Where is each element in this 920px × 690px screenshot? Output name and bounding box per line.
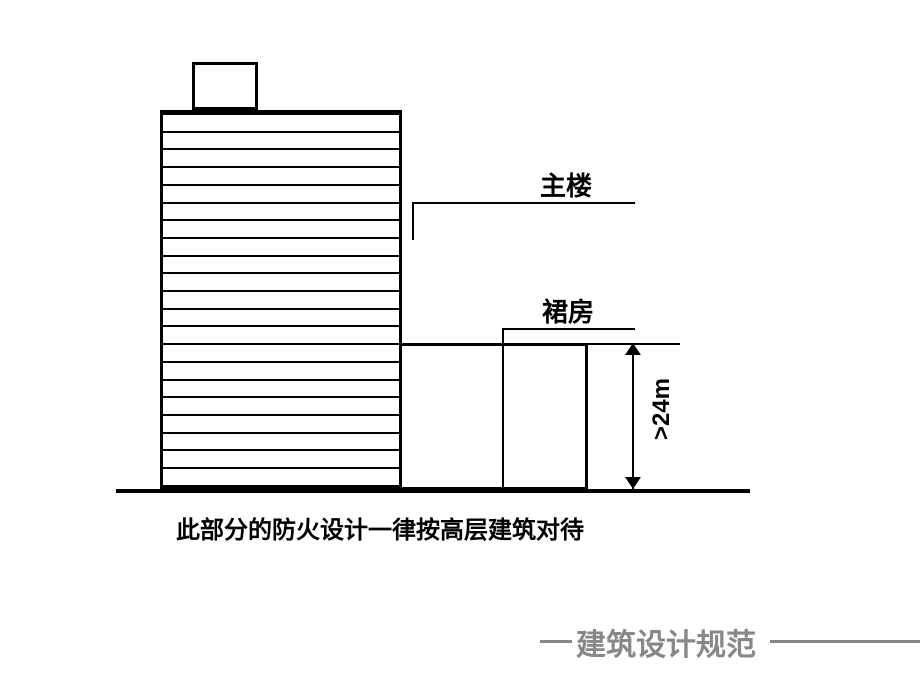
podium-leader-v <box>502 328 504 489</box>
dimension-line <box>632 343 634 489</box>
tower-floor-line <box>163 485 399 487</box>
tower-floor-line <box>163 308 399 310</box>
dimension-extension-bottom <box>600 489 680 491</box>
tower-floor-line <box>163 131 399 133</box>
main-building-label: 主楼 <box>540 166 592 203</box>
tower-floor-line <box>163 379 399 381</box>
tower-floor-line <box>163 449 399 451</box>
tower-floor-line <box>163 396 399 398</box>
tower-floor-line <box>163 343 399 345</box>
tower-floor-line <box>163 325 399 327</box>
podium-label: 裙房 <box>542 292 594 329</box>
footer-line-right <box>770 640 920 643</box>
tower-floor-line <box>163 432 399 434</box>
tower-floor-line <box>163 414 399 416</box>
tower-floor-line <box>163 184 399 186</box>
dimension-arrow-bottom <box>625 477 641 489</box>
dimension-arrow-top <box>625 343 641 355</box>
tower-floor-line <box>163 237 399 239</box>
tower-floor-line <box>163 166 399 168</box>
tower-floor-line <box>163 255 399 257</box>
footer-title: 建筑设计规范 <box>576 620 756 664</box>
podium-building <box>402 343 588 490</box>
tower-floor-line <box>163 219 399 221</box>
tower-floor-line <box>163 272 399 274</box>
tower-floor-line <box>163 113 399 115</box>
diagram-caption: 此部分的防火设计一律按高层建筑对待 <box>176 510 584 545</box>
tower-floor-line <box>163 361 399 363</box>
tower-floor-line <box>163 290 399 292</box>
main-building-leader-h <box>412 202 635 204</box>
building-elevation-diagram: 主楼 裙房 >24m 此部分的防火设计一律按高层建筑对待 建筑设计规范 <box>0 0 920 690</box>
tower-rooftop-structure <box>192 62 258 110</box>
main-building-leader-v <box>412 202 414 240</box>
footer-line-left <box>540 640 572 643</box>
tower-floor-line <box>163 202 399 204</box>
main-tower-body <box>160 110 402 490</box>
dimension-text: >24m <box>648 378 676 440</box>
tower-floor-line <box>163 148 399 150</box>
tower-floor-line <box>163 467 399 469</box>
